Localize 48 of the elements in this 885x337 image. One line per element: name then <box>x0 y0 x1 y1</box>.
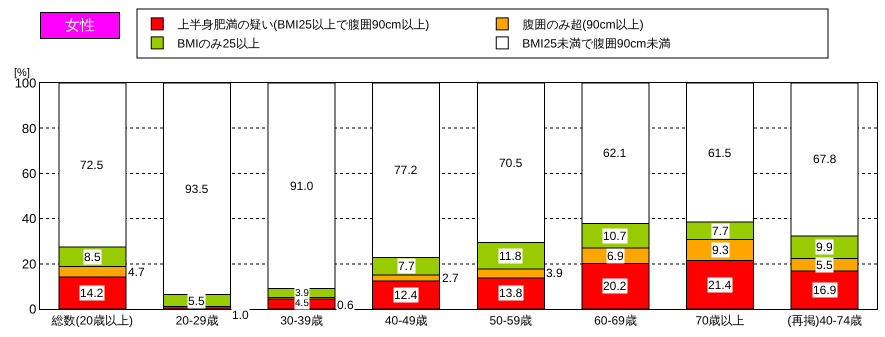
x-tick-label: 70歳以上 <box>695 313 745 328</box>
data-label: 9.9 <box>816 240 834 254</box>
data-label: 8.5 <box>84 250 102 264</box>
data-label: 62.1 <box>603 146 627 160</box>
data-label: 10.7 <box>603 229 627 243</box>
data-label: 61.5 <box>708 146 732 160</box>
y-tick-label: 20 <box>22 256 36 272</box>
data-label: 12.4 <box>394 288 418 302</box>
data-label: 4.7 <box>128 265 146 279</box>
x-tick-label: 50-59歳 <box>489 313 532 328</box>
y-tick-label: 0 <box>29 302 36 317</box>
data-label: 13.8 <box>499 286 523 300</box>
data-label: 72.5 <box>80 158 104 172</box>
data-label: 1.0 <box>232 308 250 322</box>
data-label: 16.9 <box>813 283 837 297</box>
data-label: 9.3 <box>712 243 730 257</box>
data-label: 3.9 <box>546 266 564 280</box>
legend-label: BMIのみ25以上 <box>177 36 260 51</box>
y-tick-label: 80 <box>22 120 36 136</box>
data-label: 77.2 <box>394 163 418 177</box>
data-label: 14.2 <box>80 286 104 300</box>
data-label: 21.4 <box>708 278 732 292</box>
x-tick-label: 40-49歳 <box>384 313 428 328</box>
x-tick-label: 20-29歳 <box>176 313 218 328</box>
x-tick-label: 30-39歳 <box>280 313 323 328</box>
data-label: 91.0 <box>290 179 314 193</box>
x-tick-label: 総数(20歳以上) <box>50 313 133 328</box>
data-label: 5.5 <box>816 258 834 272</box>
data-label: 20.2 <box>603 279 627 293</box>
text: 女性 <box>65 17 95 34</box>
x-tick-label: 60-69歳 <box>594 313 637 328</box>
data-label: 70.5 <box>499 156 523 170</box>
legend-label: BMI25未満で腹囲90cm未満 <box>522 36 670 51</box>
data-label: 0.6 <box>337 298 354 312</box>
data-label: 67.8 <box>813 152 837 166</box>
data-label: 11.8 <box>499 249 522 263</box>
data-label: 7.7 <box>712 224 730 238</box>
y-tick-label: 60 <box>22 166 36 181</box>
data-label: 7.7 <box>398 259 416 273</box>
data-label: 6.9 <box>607 249 624 263</box>
data-label: 3.9 <box>295 288 310 299</box>
legend-label: 腹囲のみ超(90cm以上) <box>522 18 644 32</box>
data-label: 2.7 <box>442 271 460 285</box>
data-label: 93.5 <box>185 182 209 196</box>
x-tick-label: (再掲)40-74歳 <box>787 313 862 328</box>
y-tick-label: 40 <box>22 211 36 226</box>
legend-label: 上半身肥満の疑い(BMI25以上で腹囲90cm以上) <box>177 18 430 32</box>
data-label: 5.5 <box>188 294 206 308</box>
